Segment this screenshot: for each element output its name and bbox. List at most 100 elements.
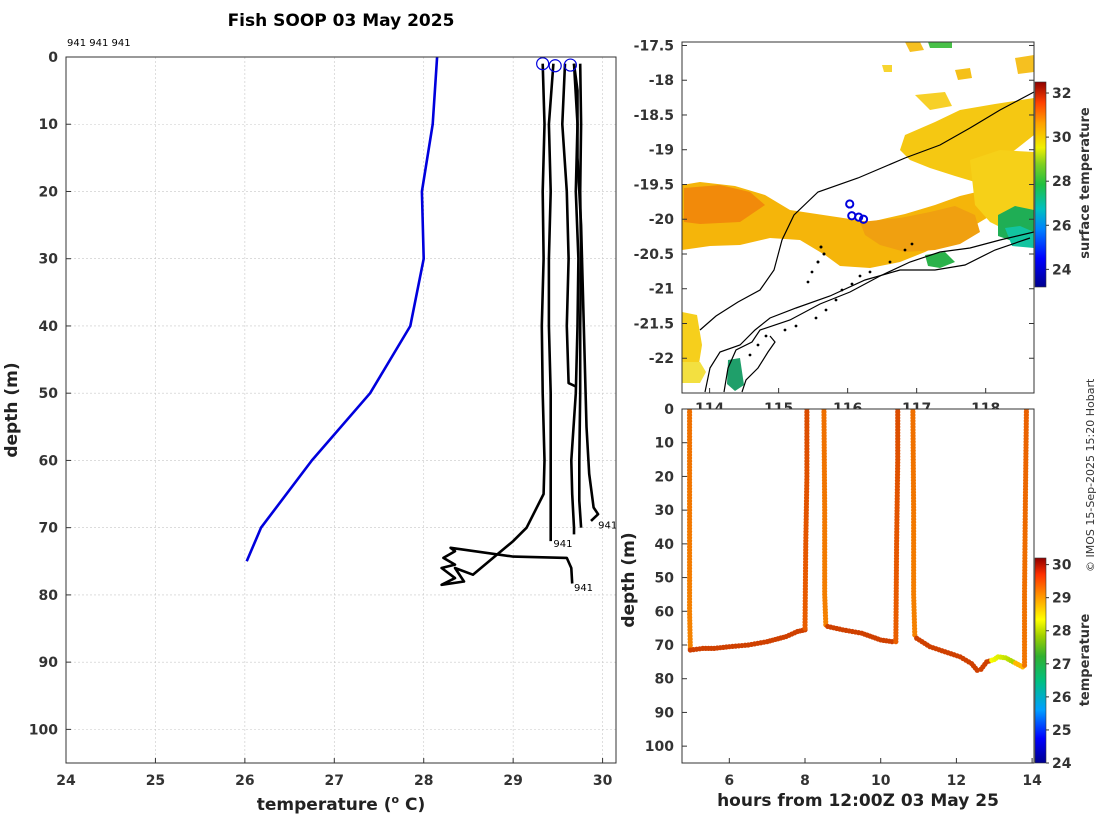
profile-x-tick: 29 (503, 773, 522, 789)
section-colorbar-tick: 25 (1052, 723, 1071, 739)
section-colorbar-label: temperature (1078, 614, 1093, 707)
sst-band-northeast (900, 98, 1034, 182)
map-y-tick: -18.5 (634, 108, 674, 124)
map-track-point (854, 212, 864, 222)
profile-cast-label: 941 (574, 583, 593, 594)
profile-surface-marker (536, 57, 550, 71)
profile-y-tick: 0 (48, 50, 58, 66)
profile-y-tick: 70 (39, 521, 59, 537)
map-colorbar-tick: 24 (1052, 262, 1072, 278)
profile-x-label-sup: o (392, 793, 400, 806)
section-y-label: depth (m) (619, 532, 639, 627)
map-colorbar-label: surface temperature (1078, 107, 1093, 259)
profile-top-note: 941 941 941 (67, 38, 131, 49)
section-y-tick: 100 (645, 739, 674, 755)
islands (748, 242, 914, 357)
map-y-tick: -19.5 (634, 177, 674, 193)
section-colorbar-tick: 26 (1052, 690, 1071, 706)
section-x-tick: 12 (947, 773, 966, 789)
section-y-tick: 60 (655, 604, 675, 620)
credit-text: © IMOS 15-Sep-2025 15:20 Hobart (1084, 378, 1097, 572)
section-colorbar-tick: 24 (1052, 756, 1072, 772)
section-y-tick: 40 (655, 537, 675, 553)
section-colorbar-tick: 30 (1052, 558, 1072, 574)
section-sample (895, 409, 901, 412)
profile-series: 941 941 941 (245, 56, 617, 594)
section-frame (681, 408, 1035, 764)
profile-frame (65, 56, 617, 764)
profile-plot-area (66, 57, 616, 763)
coastlines (699, 91, 1034, 393)
map-y-tick: -20.5 (634, 247, 674, 263)
sst-cool-east-2 (1005, 226, 1034, 248)
map-y-tick: -21.5 (634, 316, 674, 332)
section-y-tick: 30 (655, 503, 675, 519)
sst-north-5 (955, 68, 972, 80)
section-x-tick: 8 (800, 773, 810, 789)
shelf-contour-outer (699, 91, 1034, 331)
map-track (845, 199, 869, 224)
profile-y-tick: 20 (39, 184, 59, 200)
section-colorbar-ticks: 24 25 26 27 28 29 30 (1046, 558, 1072, 772)
map-y-tick: -22 (649, 351, 674, 367)
sst-band-central (860, 206, 980, 252)
section-panel: 6 8 10 12 14 0 10 20 30 40 50 60 70 80 90 100 hours fro… (619, 402, 1093, 811)
profile-y-tick: 60 (39, 453, 59, 469)
profile-x-tick: 30 (593, 773, 613, 789)
profile-y-tick: 90 (39, 655, 59, 671)
sst-southwest-edge (682, 362, 706, 383)
section-x-label: hours from 12:00Z 03 May 25 (717, 791, 999, 811)
section-y-tick: 70 (655, 638, 675, 654)
profile-y-tick: 50 (39, 386, 59, 402)
profile-ticks: 24 25 26 27 28 29 30 0 10 20 30 40 50 60 70 80 90 100 (29, 50, 613, 789)
map-y-tick: -17.5 (634, 38, 674, 54)
profile-cast-label: 941 (553, 539, 572, 550)
section-y-tick: 20 (655, 469, 675, 485)
shelf-contour-inner (704, 237, 1031, 393)
sst-north-6 (882, 65, 892, 72)
section-y-tick: 50 (655, 571, 675, 587)
map-y-tick: -20 (649, 212, 675, 228)
profile-y-tick: 40 (39, 319, 59, 335)
sst-field (682, 42, 1034, 391)
section-colorbar-tick: 29 (1052, 591, 1071, 607)
profile-surface-marker (563, 58, 577, 72)
section-x-tick: 14 (1022, 773, 1042, 789)
section-sample (889, 639, 895, 645)
profile-x-tick: 24 (56, 773, 76, 789)
sst-north-2 (928, 42, 952, 48)
profile-line-climatology (245, 56, 439, 562)
profile-y-tick: 100 (29, 722, 58, 738)
profile-x-label-end: C) (399, 795, 425, 815)
sst-north-1 (905, 42, 924, 52)
map-y-tick: -21 (649, 282, 674, 298)
profile-y-tick: 30 (39, 252, 59, 268)
profile-line-profile-6 (572, 63, 600, 522)
section-sample (804, 409, 810, 412)
map-colorbar-tick: 28 (1052, 174, 1071, 190)
sst-cool-south (727, 358, 744, 391)
profile-x-label-base: temperature ( (257, 795, 392, 815)
map-frame (681, 41, 1035, 394)
section-colorbar-tick: 27 (1052, 657, 1071, 673)
section-y-tick: 10 (655, 436, 675, 452)
profile-x-tick: 27 (325, 773, 344, 789)
sst-north-3 (1015, 55, 1034, 74)
map-colorbar-tick: 26 (1052, 218, 1071, 234)
profile-line-profile-3 (561, 63, 577, 388)
section-y-tick: 80 (655, 672, 675, 688)
profile-x-label: temperature (o C) (257, 793, 426, 815)
profile-x-tick: 26 (235, 773, 254, 789)
map-colorbar-ticks: 24 26 28 30 32 (1046, 86, 1072, 278)
profile-line-profile-1 (440, 63, 574, 587)
map-colorbar (1034, 81, 1047, 288)
chart-title: Fish SOOP 03 May 2025 (228, 11, 455, 31)
section-y-tick: 90 (655, 705, 675, 721)
profile-line-profile-5 (578, 63, 583, 528)
section-x-tick: 6 (724, 773, 734, 789)
profile-line-profile-2 (547, 63, 555, 542)
profile-panel: 24 25 26 27 28 29 30 0 10 20 30 40 50 60 70 80 90 100 941… (2, 38, 617, 815)
section-x-tick: 10 (871, 773, 891, 789)
sst-green-patch (925, 252, 955, 268)
profile-x-tick: 28 (414, 773, 433, 789)
